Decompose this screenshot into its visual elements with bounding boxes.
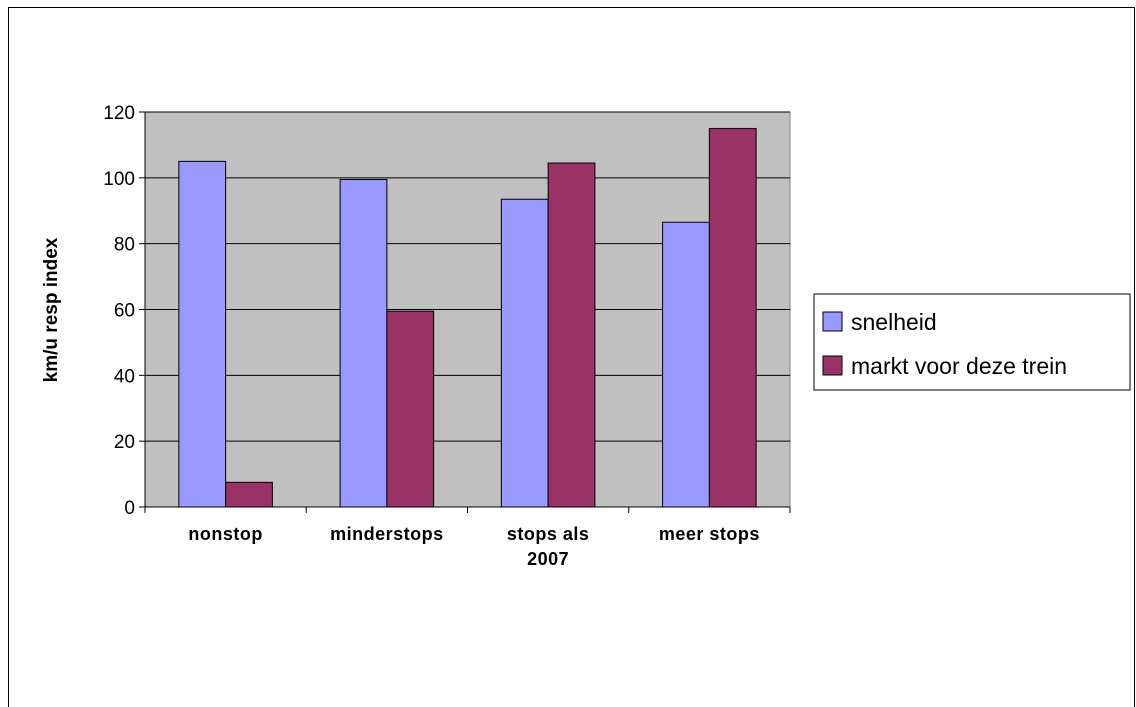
bar-markt — [225, 481, 273, 508]
bar-snelheid — [662, 221, 710, 508]
x-category-label: stops als 2007 — [507, 524, 590, 569]
x-category-label: meer stops — [659, 524, 760, 544]
bar-markt — [547, 162, 596, 508]
bar-snelheid — [339, 178, 388, 508]
bar-markt — [708, 127, 757, 508]
x-category-label: nonstop — [188, 524, 262, 544]
legend: snelheid markt voor deze trein — [813, 293, 1131, 391]
legend-swatch-snelheid — [822, 311, 843, 332]
legend-label-markt: markt voor deze trein — [851, 353, 1067, 379]
y-tick-labels: 0 20 40 60 80 100 120 — [103, 103, 145, 519]
y-tick-label: 100 — [103, 169, 135, 190]
legend-label-snelheid: snelheid — [851, 309, 937, 335]
y-axis-title: km/u resp index — [41, 237, 62, 382]
y-tick-label: 20 — [114, 432, 135, 453]
x-category-label: minderstops — [330, 524, 444, 544]
y-tick-label: 60 — [114, 301, 135, 322]
bars — [178, 127, 757, 508]
x-category-labels: nonstop minderstops stops als 2007 meer stop… — [188, 524, 760, 569]
bar-markt — [386, 310, 435, 508]
legend-swatch-markt — [822, 355, 843, 376]
y-tick-label: 0 — [124, 498, 135, 519]
y-tick-label: 80 — [114, 235, 135, 256]
bar-snelheid — [178, 160, 227, 508]
chart-frame — [8, 7, 1135, 707]
bar-snelheid — [500, 198, 549, 508]
y-tick-label: 120 — [103, 103, 135, 124]
legend-box — [813, 293, 1131, 391]
y-tick-label: 40 — [114, 366, 135, 387]
